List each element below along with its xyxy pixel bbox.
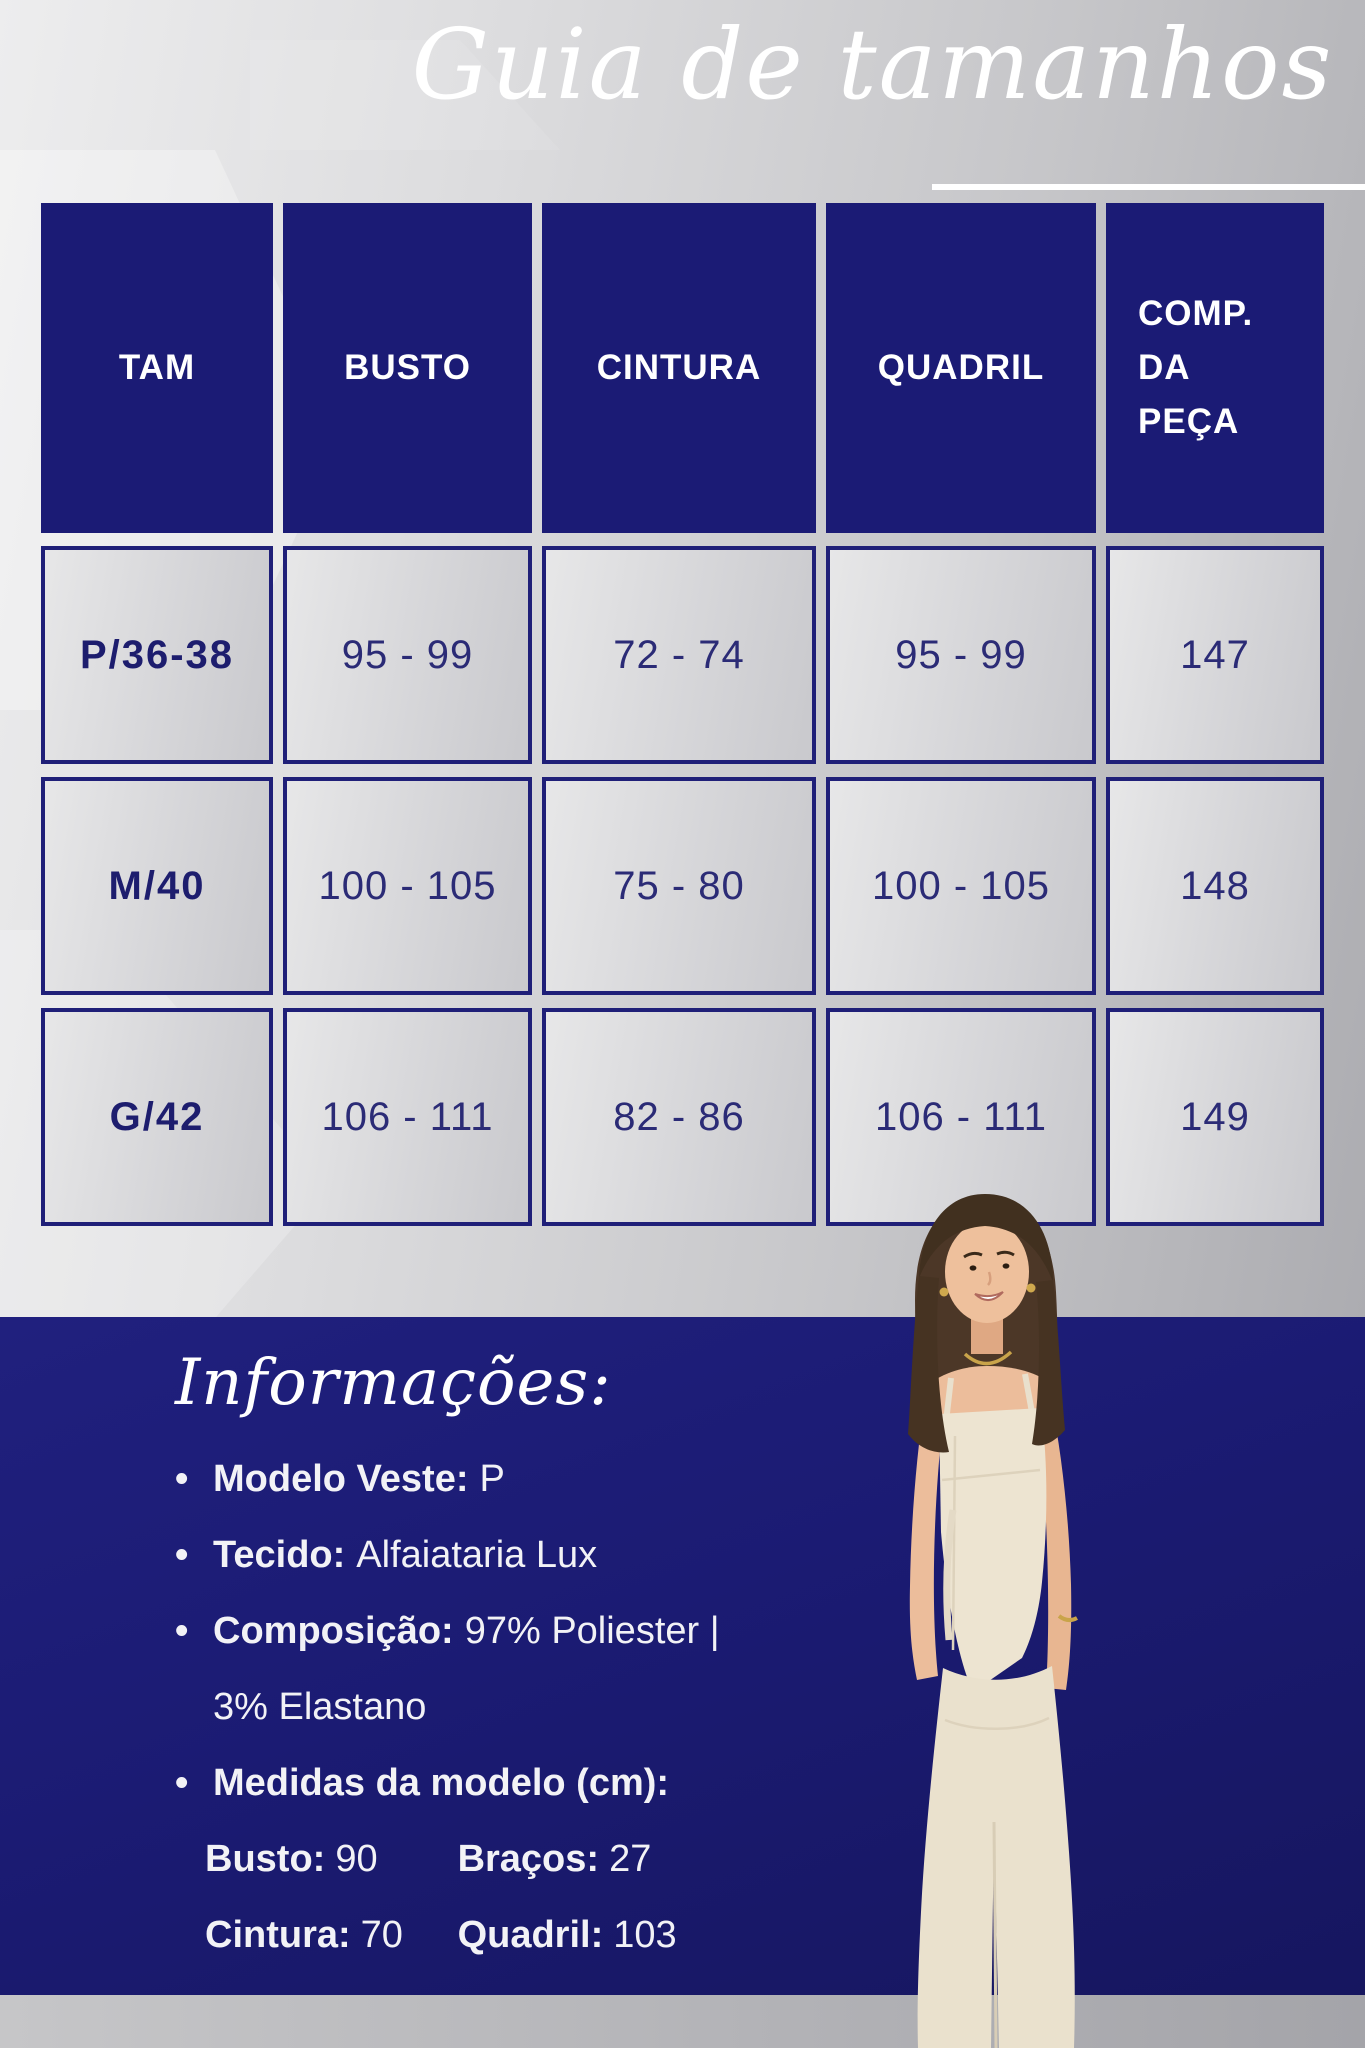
column-header-quadril: QUADRIL [826,203,1096,533]
measurement-busto: Busto: 90 [205,1838,378,1880]
cell-cintura-m: 75 - 80 [542,777,816,995]
cell-comprimento-p: 147 [1106,546,1324,764]
list-item-text: Medidas da modelo (cm): [213,1762,670,1804]
bullet-icon: • [175,1762,189,1804]
info-list: • Modelo Veste: P • Tecido: Alfaiataria Lu… [175,1441,1365,1821]
list-item-composicao: • Composição: 97% Poliester | 3% Elastano [175,1593,775,1745]
cell-cintura-p: 72 - 74 [542,546,816,764]
cell-busto-p: 95 - 99 [283,546,532,764]
cell-busto-g: 106 - 111 [283,1008,532,1226]
cell-comprimento-m: 148 [1106,777,1324,995]
cell-size-p: P/36-38 [41,546,273,764]
measurements-line-2: Cintura: 70 Quadril: 103 [175,1897,1365,1973]
column-header-busto: BUSTO [283,203,532,533]
bullet-icon: • [175,1458,189,1500]
size-table: TAM BUSTO CINTURA QUADRIL COMP. DA PEÇA … [41,203,1324,1226]
model-photo [908,1194,1078,2048]
list-item-text: Composição: 97% Poliester | 3% Elastano [213,1610,720,1728]
bullet-icon: • [175,1534,189,1576]
measurement-quadril: Quadril: 103 [457,1914,677,1956]
bullet-icon: • [175,1610,189,1652]
list-item-medidas: • Medidas da modelo (cm): [175,1745,775,1821]
column-header-tam: TAM [41,203,273,533]
measurement-bracos: Braços: 27 [457,1838,652,1880]
cell-busto-m: 100 - 105 [283,777,532,995]
column-header-comprimento: COMP. DA PEÇA [1106,203,1324,533]
cell-cintura-g: 82 - 86 [542,1008,816,1226]
list-item-tecido: • Tecido: Alfaiataria Lux [175,1517,775,1593]
list-item-text: Modelo Veste: P [213,1458,505,1500]
info-heading: Informações: [175,1346,612,1420]
cell-size-m: M/40 [41,777,273,995]
column-header-cintura: CINTURA [542,203,816,533]
cell-comprimento-g: 149 [1106,1008,1324,1226]
cell-quadril-g: 106 - 111 [826,1008,1096,1226]
cell-quadril-p: 95 - 99 [826,546,1096,764]
bottom-strip [0,1995,1365,2048]
cell-quadril-m: 100 - 105 [826,777,1096,995]
list-item-modelo-veste: • Modelo Veste: P [175,1441,775,1517]
list-item-text: Tecido: Alfaiataria Lux [213,1534,598,1576]
column-header-comprimento-label: COMP. DA PEÇA [1138,293,1254,442]
page-title: Guia de tamanhos [411,8,1334,121]
title-underline [932,184,1365,190]
cell-size-g: G/42 [41,1008,273,1226]
info-panel: Informações: • Modelo Veste: P • Tecido: A… [0,1317,1365,1995]
measurement-cintura: Cintura: 70 [205,1914,403,1956]
measurements-line-1: Busto: 90 Braços: 27 [175,1821,1365,1897]
